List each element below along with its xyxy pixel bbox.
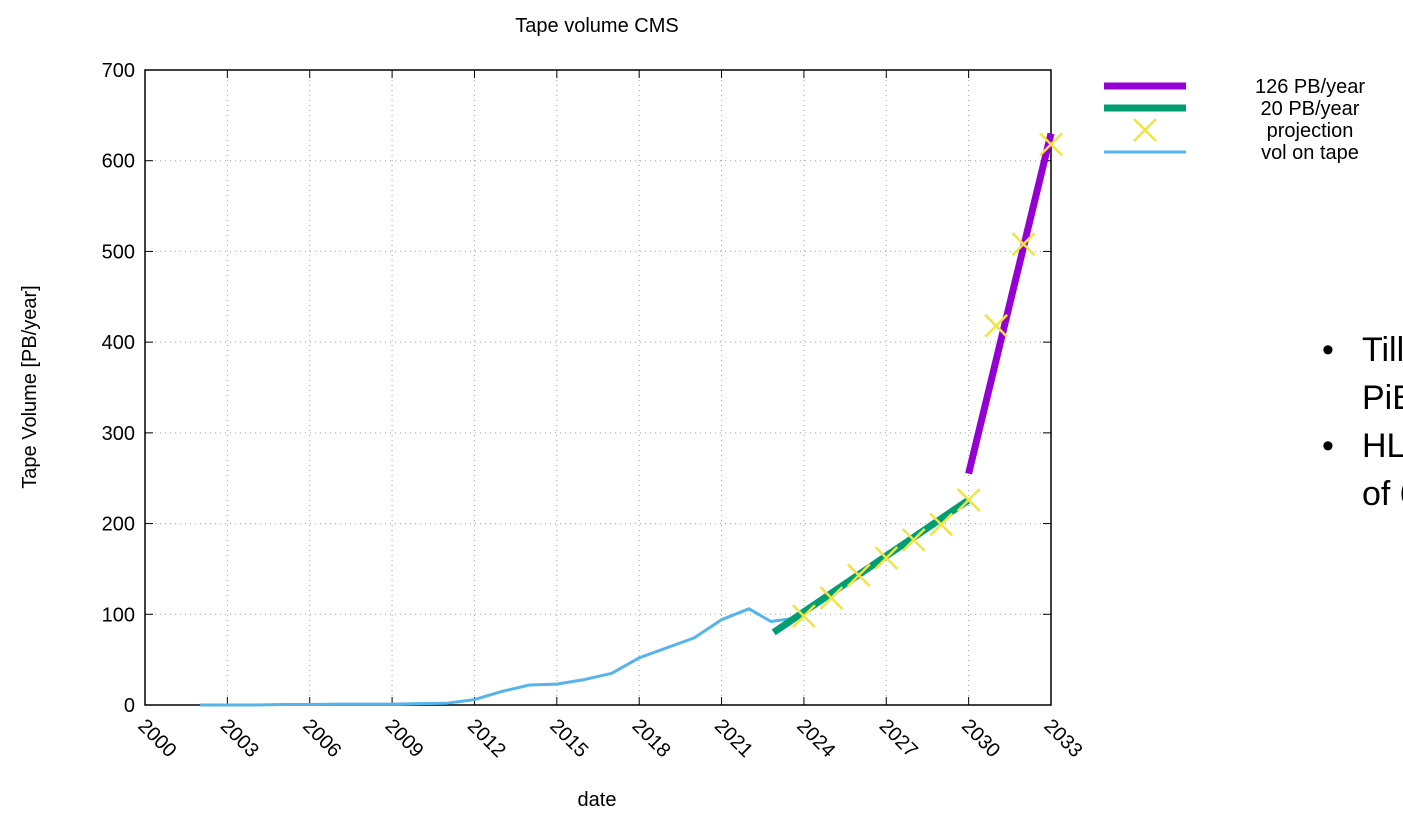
y-tick-label: 100	[102, 604, 135, 626]
x-axis-label: date	[578, 789, 617, 811]
grid	[145, 70, 1051, 705]
bullet-text-line: Till	[1362, 331, 1403, 369]
legend-label: projection	[1267, 120, 1354, 142]
x-axis-ticks: 2000 2003 2006 2009 2012 2015 2018 2021 2024 2027…	[133, 70, 1086, 762]
legend-label: vol on tape	[1261, 142, 1359, 164]
series-layer	[199, 132, 1063, 707]
marker-stroke	[901, 528, 926, 552]
x-tick-label: 2006	[298, 715, 345, 762]
projection-marker	[874, 546, 899, 570]
marker-stroke	[792, 604, 816, 628]
bullet-symbol: •	[1322, 331, 1334, 369]
x-tick-label: 2012	[463, 715, 510, 762]
x-tick-label: 2000	[133, 715, 180, 762]
x-tick-label: 2024	[792, 715, 839, 762]
y-axis-label: Tape Volume [PB/year]	[19, 285, 41, 488]
legend-label: 126 PB/year	[1255, 76, 1365, 98]
y-tick-label: 700	[102, 60, 135, 82]
projection-marker	[819, 586, 844, 610]
x-tick-label: 2003	[216, 715, 263, 762]
y-tick-label: 500	[102, 241, 135, 263]
projection-marker	[901, 528, 926, 552]
y-axis-ticks: 0 100 200 300 400 500 600 700	[102, 60, 1051, 717]
legend-entry: projection	[1133, 118, 1354, 142]
legend-entry: vol on tape	[1104, 142, 1359, 164]
projection-marker	[1011, 232, 1036, 257]
y-tick-label: 200	[102, 514, 135, 536]
series-line-126-pb-year	[965, 132, 1055, 475]
projection-marker	[984, 313, 1008, 338]
marker-stroke	[819, 586, 844, 610]
marker-stroke	[874, 546, 899, 570]
bullet-symbol: •	[1322, 427, 1334, 465]
projection-marker	[929, 512, 954, 537]
y-tick-label: 600	[102, 151, 135, 173]
bullet-text-line: HL L	[1362, 427, 1403, 465]
marker-stroke	[929, 512, 954, 537]
y-tick-label: 0	[124, 695, 135, 717]
legend-entry: 126 PB/year	[1104, 76, 1365, 98]
chart-title: Tape volume CMS	[515, 15, 678, 37]
bullet-text-line: PiB/	[1362, 379, 1403, 417]
legend-entry: 20 PB/year	[1104, 98, 1360, 120]
bullet-text-line: of 6	[1362, 475, 1403, 513]
y-tick-label: 400	[102, 332, 135, 354]
marker-stroke	[1039, 132, 1063, 157]
x-tick-label: 2015	[545, 715, 592, 762]
projection-marker	[956, 488, 981, 512]
marker-stroke	[956, 488, 981, 512]
x-tick-label: 2027	[875, 715, 922, 762]
x-tick-label: 2033	[1039, 715, 1086, 762]
x-tick-label: 2009	[381, 715, 428, 762]
plot-frame	[144, 69, 1052, 706]
x-tick-label: 2030	[957, 715, 1004, 762]
marker-stroke	[846, 563, 871, 588]
x-tick-label: 2018	[628, 715, 675, 762]
marker-stroke	[984, 313, 1008, 338]
legend-label: 20 PB/year	[1261, 98, 1360, 120]
series-line-vol-on-tape	[199, 607, 791, 707]
projection-marker	[792, 604, 816, 628]
legend-swatch	[1133, 118, 1157, 142]
projection-marker	[1039, 132, 1063, 157]
series-line-20-pb-year	[771, 497, 971, 636]
x-tick-label: 2021	[710, 715, 757, 762]
projection-marker	[846, 563, 871, 588]
y-tick-label: 300	[102, 423, 135, 445]
marker-stroke	[1011, 232, 1036, 257]
